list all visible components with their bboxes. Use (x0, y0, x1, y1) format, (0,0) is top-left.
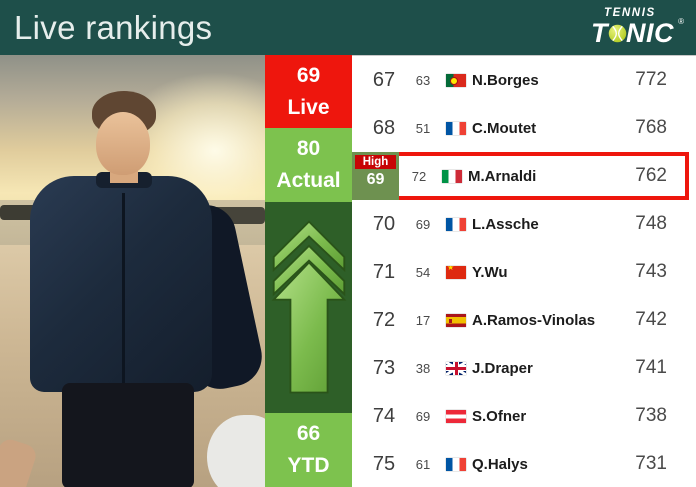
country-flag-icon (446, 457, 466, 471)
rank-number: 73 (372, 356, 396, 379)
player-name: C.Moutet (472, 119, 537, 137)
rank-number: 75 (372, 452, 396, 475)
points-value: 738 (635, 405, 667, 426)
rank-number: 71 (372, 260, 396, 283)
rank-change: 72 (411, 168, 427, 184)
content: 69 Live 80 Actual (0, 55, 696, 487)
player-name: N.Borges (472, 71, 539, 89)
points-value: 762 (635, 165, 667, 186)
tennis-ball-icon (608, 25, 627, 43)
rankings-table: 67 63 N.Borges 772 68 51 C.Moutet 768 72… (352, 55, 696, 487)
ranking-stats-column: 69 Live 80 Actual (265, 55, 352, 487)
ranking-row[interactable]: 70 69 L.Assche 748 (352, 200, 696, 248)
ranking-row[interactable]: 71 54 Y.Wu 743 (352, 248, 696, 296)
rank-change: 51 (415, 120, 431, 136)
player-name: Q.Halys (472, 455, 528, 473)
country-flag-icon (446, 313, 466, 327)
photo-jacket-zipper (122, 193, 125, 387)
points-value: 731 (635, 453, 667, 474)
trend-section (265, 202, 352, 413)
player-name: M.Arnaldi (468, 167, 537, 185)
country-flag-icon (446, 121, 466, 135)
page-title: Live rankings (14, 8, 213, 46)
photo-player-face (96, 112, 150, 175)
player-name: Y.Wu (472, 263, 508, 281)
career-high-badge: High 69 (352, 152, 399, 200)
points-value: 772 (635, 69, 667, 90)
player-name: A.Ramos-Vinolas (472, 311, 596, 329)
live-rank-box: 69 Live (265, 55, 352, 128)
ranking-row[interactable]: 72 17 A.Ramos-Vinolas 742 (352, 296, 696, 344)
rank-number: 72 (372, 308, 396, 331)
country-flag-icon (446, 73, 466, 87)
tennis-tonic-logo[interactable]: TENNIS T NIC ® (591, 7, 684, 48)
live-rank-value: 69 (296, 63, 321, 87)
ranking-row[interactable]: 67 63 N.Borges 772 (352, 56, 696, 104)
player-name: S.Ofner (472, 407, 527, 425)
photo-white-object (207, 415, 265, 487)
rank-change: 38 (415, 360, 431, 376)
ranking-row-highlighted[interactable]: 72 M.Arnaldi 762 High 69 (352, 152, 696, 200)
player-photo (0, 55, 265, 487)
country-flag-icon (446, 265, 466, 279)
rank-change: 61 (415, 456, 431, 472)
ranking-row[interactable]: 74 69 S.Ofner 738 (352, 392, 696, 440)
actual-rank-value: 80 (296, 137, 321, 160)
logo-word-tonic: T NIC (591, 17, 674, 48)
rank-change: 63 (415, 72, 431, 88)
header: Live rankings TENNIS T NIC ® (0, 0, 696, 55)
photo-player-pants (62, 383, 194, 487)
actual-rank-label: Actual (276, 169, 341, 192)
ranking-row[interactable]: 68 51 C.Moutet 768 (352, 104, 696, 152)
points-value: 743 (635, 261, 667, 282)
rank-number: 68 (372, 116, 396, 139)
country-flag-icon (446, 409, 466, 423)
country-flag-icon (442, 169, 462, 183)
player-name: J.Draper (472, 359, 533, 377)
points-value: 768 (635, 117, 667, 138)
rank-number: 67 (372, 68, 396, 91)
rank-up-arrow-icon (271, 219, 346, 393)
rank-change: 69 (415, 216, 431, 232)
actual-rank-box: 80 Actual (265, 128, 352, 202)
rank-change: 17 (415, 312, 431, 328)
points-value: 742 (635, 309, 667, 330)
ranking-row[interactable]: 73 38 J.Draper 741 (352, 344, 696, 392)
points-value: 748 (635, 213, 667, 234)
country-flag-icon (446, 217, 466, 231)
country-flag-icon (446, 361, 466, 375)
registered-mark: ® (678, 17, 684, 27)
rank-number: 70 (372, 212, 396, 235)
player-name: L.Assche (472, 215, 539, 233)
rank-change: 54 (415, 264, 431, 280)
rank-number: 74 (372, 404, 396, 427)
live-rank-label: Live (287, 95, 330, 119)
high-badge-rank: 69 (366, 171, 385, 188)
ytd-rank-box: 66 YTD (265, 413, 352, 487)
ytd-rank-value: 66 (296, 422, 321, 445)
highlighted-row-frame: 72 M.Arnaldi 762 (352, 152, 689, 200)
logo-word-tennis: TENNIS (604, 7, 656, 20)
rank-change: 69 (415, 408, 431, 424)
high-badge-label: High (355, 155, 396, 169)
ranking-row[interactable]: 75 61 Q.Halys 731 (352, 440, 696, 487)
points-value: 741 (635, 357, 667, 378)
photo-player-torso (30, 176, 212, 392)
ytd-rank-label: YTD (287, 454, 330, 477)
